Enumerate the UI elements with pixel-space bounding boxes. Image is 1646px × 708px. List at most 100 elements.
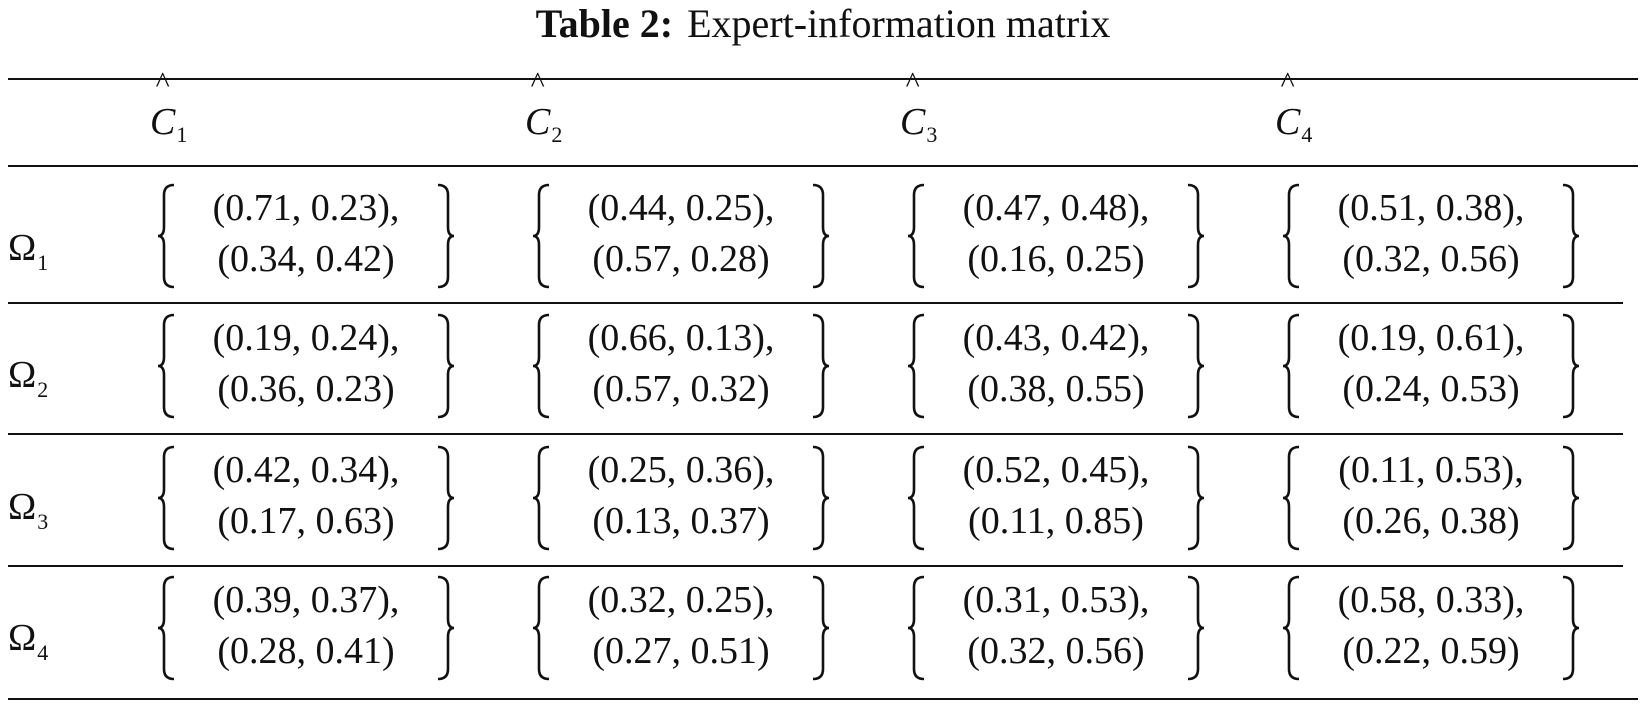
right-brace [1187,575,1205,681]
matrix-cell: (0.44, 0.25), (0.57, 0.28) [531,183,831,289]
top-rule [8,78,1638,80]
value-pair: (0.26, 0.38) [1342,500,1520,542]
row-symbol: Ω [8,354,37,396]
left-brace [532,445,550,551]
pair-list: (0.51, 0.38), (0.32, 0.56) [1309,183,1553,289]
right-brace [812,183,830,289]
value-pair: (0.36, 0.23) [217,368,395,410]
row-symbol: Ω [8,486,37,528]
value-pair: (0.71, 0.23), [212,187,400,229]
value-pair: (0.38, 0.55) [967,368,1145,410]
row-separator-1 [8,302,1623,304]
matrix-cell: (0.66, 0.13), (0.57, 0.32) [531,313,831,419]
value-pair: (0.32, 0.25), [587,579,775,621]
column-symbol: C [1275,101,1301,143]
left-brace [157,445,175,551]
value-pair: (0.27, 0.51) [592,630,770,672]
row-separator-3 [8,565,1623,567]
right-brace [1187,445,1205,551]
column-subscript: 4 [1301,122,1313,147]
pair-list: (0.42, 0.34), (0.17, 0.63) [184,445,428,551]
left-brace [1282,183,1300,289]
column-symbol: C [150,101,176,143]
row-subscript: 2 [37,377,49,402]
value-pair: (0.22, 0.59) [1342,630,1520,672]
value-pair: (0.44, 0.25), [587,187,775,229]
table-number: Table 2: [535,1,674,46]
value-pair: (0.13, 0.37) [592,500,770,542]
value-pair: (0.11, 0.53), [1338,449,1524,491]
row-symbol: Ω [8,617,37,659]
column-symbol: C [525,101,551,143]
value-pair: (0.66, 0.13), [587,317,775,359]
value-pair: (0.42, 0.34), [212,449,400,491]
matrix-cell: (0.52, 0.45), (0.11, 0.85) [906,445,1206,551]
matrix-cell: (0.43, 0.42), (0.38, 0.55) [906,313,1206,419]
matrix-cell: (0.32, 0.25), (0.27, 0.51) [531,575,831,681]
row-header-omega3: Ω3 [8,477,48,537]
right-brace [1562,183,1580,289]
pair-list: (0.43, 0.42), (0.38, 0.55) [934,313,1178,419]
pair-list: (0.58, 0.33), (0.22, 0.59) [1309,575,1553,681]
value-pair: (0.16, 0.25) [967,238,1145,280]
column-subscript: 3 [926,122,938,147]
left-brace [1282,313,1300,419]
pair-list: (0.25, 0.36), (0.13, 0.37) [559,445,803,551]
pair-list: (0.39, 0.37), (0.28, 0.41) [184,575,428,681]
matrix-cell: (0.19, 0.61), (0.24, 0.53) [1281,313,1581,419]
row-header-omega2: Ω2 [8,345,48,405]
matrix-cell: (0.51, 0.38), (0.32, 0.56) [1281,183,1581,289]
table-caption: Table 2: Expert-information matrix [0,0,1646,56]
column-letter: ^ C [900,68,926,152]
table-title: Expert-information matrix [687,1,1111,46]
hat-accent: ^ [530,66,545,99]
right-brace [1562,313,1580,419]
value-pair: (0.43, 0.42), [962,317,1150,359]
pair-list: (0.19, 0.24), (0.36, 0.23) [184,313,428,419]
right-brace [1562,445,1580,551]
pair-list: (0.44, 0.25), (0.57, 0.28) [559,183,803,289]
value-pair: (0.24, 0.53) [1342,368,1520,410]
right-brace [1187,183,1205,289]
column-header-c2: ^ C2 [525,68,562,152]
column-header-c1: ^ C1 [150,68,187,152]
pair-list: (0.11, 0.53), (0.26, 0.38) [1309,445,1553,551]
pair-list: (0.47, 0.48), (0.16, 0.25) [934,183,1178,289]
pair-list: (0.32, 0.25), (0.27, 0.51) [559,575,803,681]
right-brace [437,445,455,551]
hat-accent: ^ [905,66,920,99]
left-brace [907,183,925,289]
pair-list: (0.19, 0.61), (0.24, 0.53) [1309,313,1553,419]
matrix-cell: (0.11, 0.53), (0.26, 0.38) [1281,445,1581,551]
left-brace [532,575,550,681]
column-header-c4: ^ C4 [1275,68,1313,152]
left-brace [157,183,175,289]
value-pair: (0.32, 0.56) [1342,238,1520,280]
left-brace [1282,445,1300,551]
value-pair: (0.31, 0.53), [962,579,1150,621]
hat-accent: ^ [1280,66,1295,99]
pair-list: (0.66, 0.13), (0.57, 0.32) [559,313,803,419]
column-symbol: C [900,101,926,143]
matrix-cell: (0.42, 0.34), (0.17, 0.63) [156,445,456,551]
left-brace [907,445,925,551]
right-brace [1562,575,1580,681]
column-header-c3: ^ C3 [900,68,938,152]
row-symbol: Ω [8,227,37,269]
pair-list: (0.52, 0.45), (0.11, 0.85) [934,445,1178,551]
column-letter: ^ C [1275,68,1301,152]
right-brace [812,313,830,419]
pair-list: (0.71, 0.23), (0.34, 0.42) [184,183,428,289]
left-brace [157,575,175,681]
value-pair: (0.25, 0.36), [587,449,775,491]
pair-list: (0.31, 0.53), (0.32, 0.56) [934,575,1178,681]
header-rule [8,165,1638,167]
value-pair: (0.58, 0.33), [1337,579,1525,621]
matrix-cell: (0.71, 0.23), (0.34, 0.42) [156,183,456,289]
left-brace [532,183,550,289]
value-pair: (0.11, 0.85) [968,500,1144,542]
row-header-omega4: Ω4 [8,608,48,668]
matrix-cell: (0.58, 0.33), (0.22, 0.59) [1281,575,1581,681]
matrix-cell: (0.31, 0.53), (0.32, 0.56) [906,575,1206,681]
row-subscript: 3 [37,509,49,534]
